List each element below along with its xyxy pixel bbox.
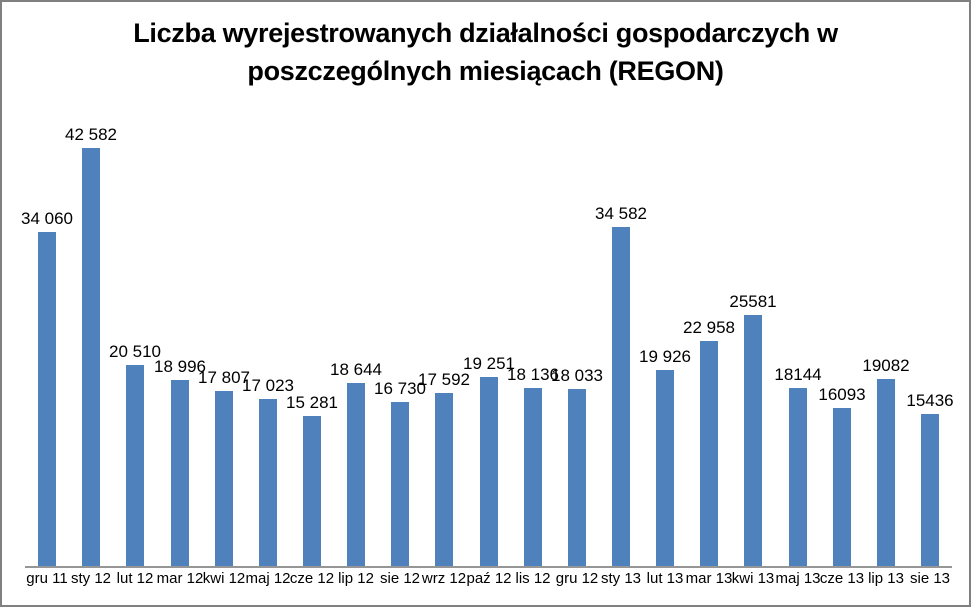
bar-value-label: 18 136	[507, 365, 559, 384]
bar-value-label: 22 958	[683, 318, 735, 337]
x-axis-tick-label: wrz 12	[421, 570, 467, 587]
x-axis-tick-label: lip 13	[868, 570, 904, 587]
bar-value-label: 15436	[906, 391, 954, 410]
bar-value-label: 18144	[774, 365, 822, 384]
bar-value-label: 17 023	[242, 376, 294, 395]
x-axis-tick-label: lip 12	[338, 570, 374, 587]
bar-gru-11	[38, 232, 56, 566]
bar-lut-13	[656, 370, 674, 566]
x-axis-tick-label: gru 11	[26, 570, 68, 587]
bar-value-label: 17 807	[198, 368, 250, 387]
x-axis-tick-label: sty 12	[70, 570, 112, 587]
x-axis-tick-label: lut 13	[646, 570, 684, 587]
chart-title-line-1: Liczba wyrejestrowanych działalności gos…	[133, 18, 838, 48]
bar-sie-12	[391, 402, 409, 566]
x-axis-tick-label: gru 12	[555, 570, 599, 587]
bar-value-label: 15 281	[286, 393, 338, 412]
bar-kwi-13	[744, 315, 762, 566]
x-axis-tick-label: lut 12	[116, 570, 154, 587]
bar-kwi-12	[215, 391, 233, 566]
bar-mar-12	[171, 380, 189, 566]
bar-value-label: 18 996	[154, 357, 206, 376]
bar-sty-12	[82, 148, 100, 566]
bar-lis-12	[524, 388, 542, 566]
bar-mar-13	[700, 341, 718, 566]
x-axis-tick-label: mar 13	[685, 570, 733, 587]
bar-wrz-12	[435, 393, 453, 566]
bar-value-label: 18 033	[551, 366, 603, 385]
x-axis-tick-label: lis 12	[515, 570, 551, 587]
x-axis-tick-label: sty 13	[600, 570, 642, 587]
bar-value-label: 18 644	[330, 360, 382, 379]
x-axis-tick-label: cze 13	[819, 570, 865, 587]
bar-lip-12	[347, 383, 365, 566]
bar-sie-13	[921, 414, 939, 566]
bar-value-label: 42 582	[65, 125, 117, 144]
bar-sty-13	[612, 227, 630, 566]
bar-value-label: 19082	[862, 356, 910, 375]
bar-gru-12	[568, 389, 586, 566]
x-axis-tick-label: kwi 13	[731, 570, 775, 587]
bar-paź-12	[480, 377, 498, 566]
bar-value-label: 34 582	[595, 204, 647, 223]
chart-title-line-2: poszczególnych miesiącach (REGON)	[247, 56, 724, 86]
bar-value-label: 19 926	[639, 347, 691, 366]
x-axis-tick-label: sie 12	[379, 570, 421, 587]
x-axis-line	[25, 566, 952, 568]
bar-cze-13	[833, 408, 851, 566]
x-axis-tick-label: maj 13	[775, 570, 821, 587]
bar-value-label: 20 510	[109, 342, 161, 361]
bar-maj-12	[259, 399, 277, 566]
x-axis-tick-label: cze 12	[289, 570, 335, 587]
x-axis-tick-label: kwi 12	[202, 570, 246, 587]
bar-value-label: 19 251	[463, 354, 515, 373]
bar-value-label: 17 592	[418, 370, 470, 389]
chart-title: Liczba wyrejestrowanych działalności gos…	[2, 14, 969, 90]
bar-value-label: 16093	[818, 385, 866, 404]
bar-lut-12	[126, 365, 144, 566]
x-axis-tick-label: maj 12	[245, 570, 291, 587]
bar-maj-13	[789, 388, 807, 566]
bar-value-label: 25581	[729, 292, 777, 311]
bar-lip-13	[877, 379, 895, 566]
bar-value-label: 16 730	[374, 379, 426, 398]
x-axis-tick-label: sie 13	[909, 570, 951, 587]
x-axis-tick-label: paź 12	[466, 570, 512, 587]
bar-cze-12	[303, 416, 321, 566]
x-axis-tick-label: mar 12	[156, 570, 204, 587]
bar-value-label: 34 060	[21, 209, 73, 228]
